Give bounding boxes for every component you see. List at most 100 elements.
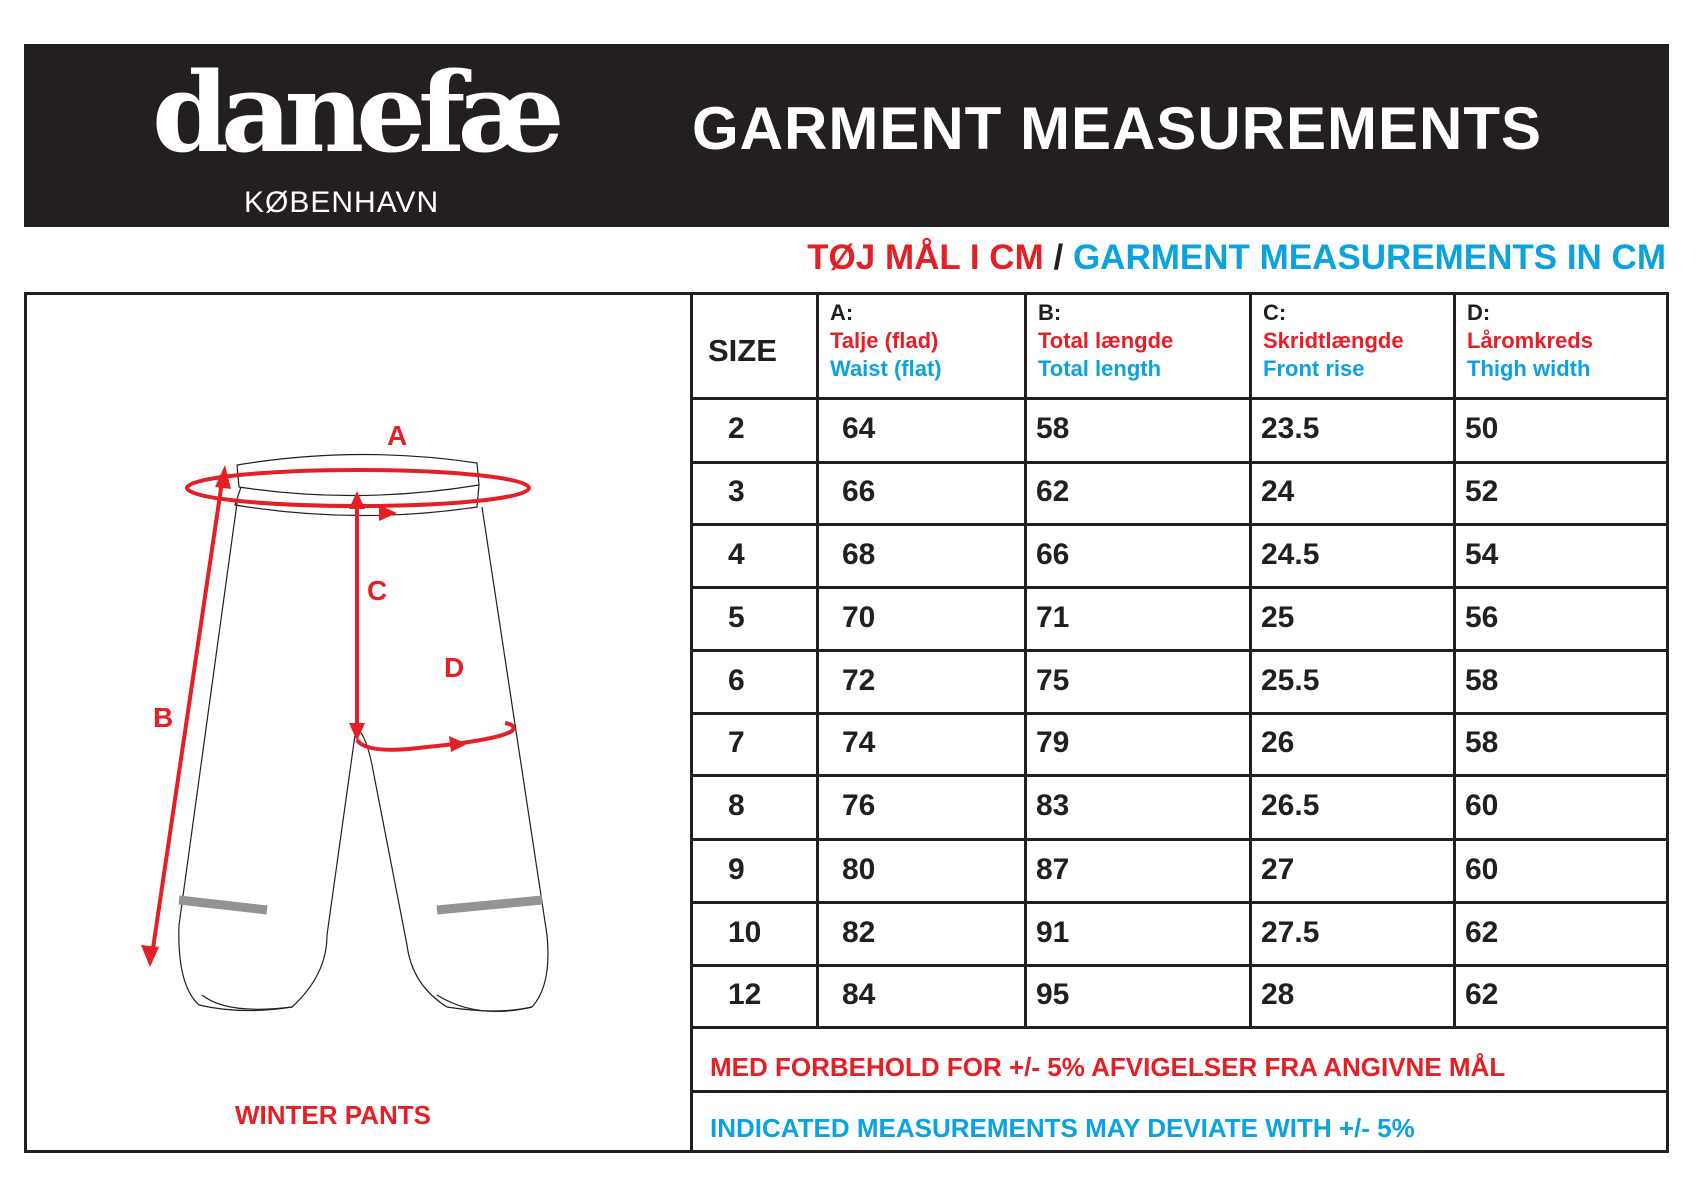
subtitle-english: GARMENT MEASUREMENTS IN CM [1072, 238, 1666, 277]
column-label-danish: Total længde [1038, 328, 1174, 353]
page-title: GARMENT MEASUREMENTS [692, 95, 1543, 162]
column-divider [1024, 292, 1027, 1029]
column-letter: B: [1038, 300, 1062, 325]
size-cell: 8 [728, 789, 745, 822]
measurement-cell: 84 [842, 978, 876, 1011]
measurement-cell: 27.5 [1261, 915, 1320, 949]
measurement-cell: 25 [1261, 600, 1295, 634]
label-b: B [153, 702, 173, 733]
measurement-cell: 62 [1465, 915, 1499, 949]
pants-illustration: A B C D [141, 420, 549, 1013]
column-letter: A: [830, 300, 854, 325]
measurement-cell: 58 [1465, 663, 1499, 697]
column-label-danish: Skridtlængde [1263, 328, 1404, 353]
size-cell: 9 [728, 852, 745, 886]
measurement-cell: 24 [1261, 475, 1295, 508]
measurement-cell: 80 [842, 852, 876, 886]
column-divider [1453, 292, 1456, 1029]
row-divider [690, 649, 1669, 652]
measurement-cell: 28 [1261, 978, 1295, 1011]
measurement-cell: 58 [1465, 726, 1499, 759]
column-divider [1249, 292, 1252, 1029]
note-english: INDICATED MEASUREMENTS MAY DEVIATE WITH … [710, 1113, 1415, 1143]
measurement-cell: 87 [1036, 852, 1070, 886]
subtitle: TØJ MÅL I CM / GARMENT MEASUREMENTS IN C… [807, 238, 1666, 278]
measurement-cell: 83 [1036, 789, 1070, 822]
measurement-cell: 23.5 [1261, 412, 1320, 445]
arrow-b-top [215, 465, 231, 489]
label-c: C [367, 575, 387, 606]
arrow-c-top [349, 491, 365, 509]
size-cell: 2 [728, 412, 745, 445]
arrow-a [379, 505, 397, 521]
measurement-cell: 82 [842, 915, 876, 949]
measurement-cell: 68 [842, 537, 876, 571]
label-d: D [444, 652, 464, 683]
brand-logo-subtext: KØBENHAVN [244, 186, 440, 219]
header-banner: danefæ KØBENHAVN GARMENT MEASUREMENTS [24, 44, 1669, 227]
row-divider [690, 1090, 1669, 1093]
size-cell: 12 [728, 978, 762, 1011]
brand-logo: danefæ [152, 48, 565, 177]
measurement-cell: 26 [1261, 726, 1295, 759]
row-divider [690, 461, 1669, 464]
measurement-cell: 56 [1465, 600, 1499, 634]
measurement-cell: 26.5 [1261, 789, 1320, 822]
pants-drawing: A B C D [27, 295, 687, 1075]
row-divider [690, 712, 1669, 715]
subtitle-danish: TØJ MÅL I CM [807, 238, 1044, 277]
size-cell: 10 [728, 915, 762, 949]
size-cell: 7 [728, 726, 745, 759]
measurement-cell: 24.5 [1261, 537, 1320, 571]
row-divider [690, 523, 1669, 526]
measurement-cell: 79 [1036, 726, 1070, 759]
measurement-cell: 25.5 [1261, 663, 1320, 697]
measurement-cell: 75 [1036, 663, 1070, 697]
measurement-cell: 72 [842, 663, 876, 697]
arrow-c-bottom [349, 723, 365, 741]
measurement-cell: 52 [1465, 475, 1499, 508]
measurement-cell: 91 [1036, 915, 1070, 949]
arrow-b-bottom [141, 945, 159, 967]
measurement-cell: 64 [842, 412, 876, 445]
measurement-cell: 74 [842, 726, 876, 759]
size-cell: 6 [728, 663, 745, 697]
label-a: A [387, 420, 407, 451]
column-divider [816, 292, 819, 1029]
garment-caption: WINTER PANTS [235, 1100, 431, 1130]
measurement-cell: 76 [842, 789, 876, 822]
measurement-cell: 54 [1465, 537, 1499, 571]
measurement-cell: 58 [1036, 412, 1070, 445]
column-label-english: Thigh width [1467, 356, 1591, 381]
row-divider [690, 397, 1669, 400]
measurement-cell: 60 [1465, 852, 1499, 886]
size-cell: 4 [728, 537, 745, 571]
row-divider [690, 774, 1669, 777]
row-divider [690, 964, 1669, 967]
column-label-danish: Låromkreds [1467, 328, 1593, 353]
measurement-cell: 71 [1036, 600, 1070, 634]
column-label-danish: Talje (flad) [830, 328, 939, 353]
table-divider [690, 292, 693, 1153]
column-label-english: Waist (flat) [830, 356, 942, 381]
measurement-cell: 66 [1036, 537, 1070, 571]
subtitle-separator: / [1053, 238, 1064, 277]
column-letter: D: [1467, 300, 1491, 325]
measurement-cell: 50 [1465, 412, 1499, 445]
column-label-english: Front rise [1263, 356, 1365, 381]
row-divider [690, 838, 1669, 841]
column-letter: C: [1263, 300, 1287, 325]
row-divider [690, 901, 1669, 904]
size-cell: 5 [728, 600, 745, 634]
measurement-cell: 60 [1465, 789, 1499, 822]
size-cell: 3 [728, 475, 745, 508]
size-header: SIZE [708, 333, 777, 368]
row-divider [690, 1026, 1669, 1029]
column-label-english: Total length [1038, 356, 1162, 381]
measurement-frame [24, 292, 1669, 1153]
measurement-cell: 66 [842, 475, 876, 508]
measurement-cell: 62 [1036, 475, 1070, 508]
measurement-cell: 70 [842, 600, 876, 634]
row-divider [690, 586, 1669, 589]
measurement-cell: 95 [1036, 978, 1070, 1011]
